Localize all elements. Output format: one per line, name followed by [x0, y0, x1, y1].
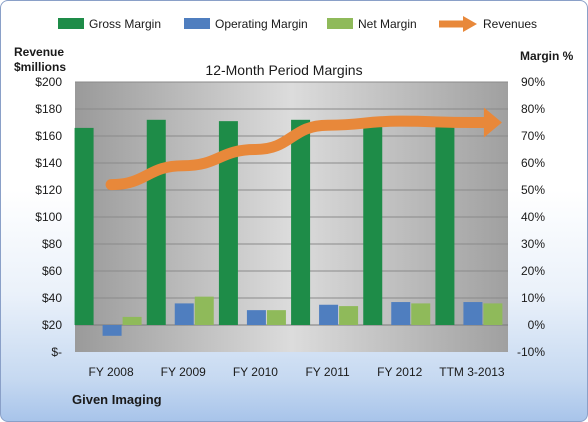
right-tick-label: 60% — [521, 156, 545, 170]
left-tick-label: $140 — [35, 156, 62, 170]
bar-gross-margin — [218, 121, 238, 326]
right-tick-label: 40% — [521, 210, 545, 224]
x-tick-label: FY 2009 — [161, 365, 206, 379]
revenue-line — [105, 115, 494, 191]
revenue-arrowhead — [483, 107, 502, 138]
right-tick-label: 30% — [521, 237, 545, 251]
left-tick-label: $100 — [35, 210, 62, 224]
legend-label: Operating Margin — [215, 17, 308, 31]
legend-swatch-operating-margin — [184, 18, 210, 29]
bar-operating-margin — [174, 303, 194, 325]
legend-swatch-net-margin — [327, 18, 353, 29]
bar-net-margin — [411, 303, 431, 325]
bar-gross-margin — [291, 119, 311, 325]
left-tick-label: $200 — [35, 75, 62, 89]
left-axis-label-line1: Revenue — [14, 45, 64, 59]
left-tick-label: $120 — [35, 183, 62, 197]
bar-gross-margin — [363, 121, 383, 326]
right-tick-label: 10% — [521, 291, 545, 305]
left-tick-label: $20 — [42, 318, 62, 332]
left-tick-label: $180 — [35, 102, 62, 116]
x-tick-label: FY 2011 — [305, 365, 350, 379]
left-tick-label: $60 — [42, 264, 62, 278]
right-tick-label: 80% — [521, 102, 545, 116]
legend-swatch-gross-margin — [58, 18, 84, 29]
legend-label: Net Margin — [358, 17, 417, 31]
x-tick-label: FY 2008 — [89, 365, 134, 379]
chart-title: 12-Month Period Margins — [205, 62, 362, 78]
left-tick-label: $- — [51, 345, 62, 359]
left-tick-label: $80 — [42, 237, 62, 251]
right-tick-label: 20% — [521, 264, 545, 278]
left-tick-label: $40 — [42, 291, 62, 305]
x-tick-label: TTM 3-2013 — [439, 365, 505, 379]
left-tick-label: $160 — [35, 129, 62, 143]
bar-net-margin — [339, 306, 359, 325]
right-tick-label: 90% — [521, 75, 545, 89]
bar-operating-margin — [319, 304, 339, 325]
bar-net-margin — [194, 296, 214, 325]
right-tick-label: 0% — [528, 318, 546, 332]
bar-operating-margin — [102, 325, 122, 336]
x-tick-label: FY 2012 — [377, 365, 422, 379]
bar-operating-margin — [463, 302, 483, 325]
legend-label: Gross Margin — [89, 17, 161, 31]
right-axis-label: Margin % — [520, 49, 574, 63]
right-tick-label: 70% — [521, 129, 545, 143]
bar-net-margin — [266, 310, 286, 325]
legend-label: Revenues — [483, 17, 537, 31]
bar-net-margin — [483, 303, 503, 325]
bar-operating-margin — [391, 302, 411, 325]
bar-operating-margin — [246, 310, 266, 325]
company-label: Given Imaging — [72, 392, 162, 407]
bar-net-margin — [122, 316, 142, 325]
right-tick-label: -10% — [517, 345, 545, 359]
bar-gross-margin — [74, 127, 94, 326]
left-axis-label-line2: $millions — [14, 60, 66, 74]
bar-gross-margin — [146, 119, 166, 325]
bar-gross-margin — [435, 121, 455, 326]
right-tick-label: 50% — [521, 183, 545, 197]
legend-arrowhead — [463, 16, 477, 32]
x-tick-label: FY 2010 — [233, 365, 278, 379]
